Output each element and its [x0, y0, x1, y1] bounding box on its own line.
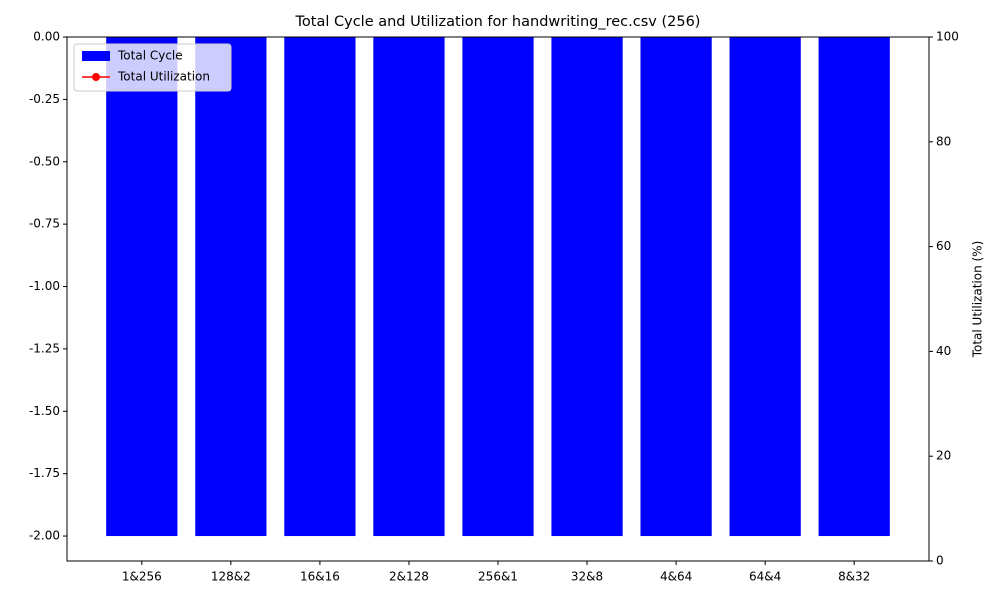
y-tick-label: -1.00 — [29, 279, 60, 293]
legend-swatch — [82, 51, 110, 61]
y-tick-label: -0.50 — [29, 154, 60, 168]
x-tick-label: 256&1 — [478, 570, 518, 584]
x-tick-label: 64&4 — [749, 570, 781, 584]
y-tick-label: 0.00 — [33, 30, 60, 44]
x-tick-label: 1&256 — [122, 570, 162, 584]
bar — [818, 37, 890, 537]
bar — [729, 37, 801, 537]
y2-tick-label: 0 — [936, 554, 944, 568]
bar — [640, 37, 712, 537]
bar — [551, 37, 623, 537]
legend-marker — [92, 73, 100, 81]
bar — [462, 37, 534, 537]
chart-title: Total Cycle and Utilization for handwrit… — [295, 14, 701, 30]
y-tick-label: -1.25 — [29, 341, 60, 355]
y2-tick-label: 40 — [936, 344, 951, 358]
bar — [284, 37, 356, 537]
y2-tick-label: 80 — [936, 134, 951, 148]
bar — [195, 37, 267, 537]
y-tick-label: -1.75 — [29, 466, 60, 480]
bar — [373, 37, 445, 537]
legend-label: Total Utilization — [117, 70, 210, 84]
x-tick-label: 8&32 — [838, 570, 870, 584]
x-tick-label: 4&64 — [660, 570, 692, 584]
legend-label: Total Cycle — [117, 49, 183, 63]
y2-axis-label: Total Utilization (%) — [971, 241, 985, 359]
x-tick-label: 32&8 — [571, 570, 603, 584]
bar — [106, 37, 178, 537]
y2-tick-label: 100 — [936, 30, 959, 44]
x-tick-label: 2&128 — [389, 570, 429, 584]
x-tick-label: 128&2 — [211, 570, 251, 584]
y-tick-label: -0.25 — [29, 92, 60, 106]
y-tick-label: -1.50 — [29, 404, 60, 418]
y2-tick-label: 60 — [936, 239, 951, 253]
x-tick-label: 16&16 — [300, 570, 340, 584]
legend-box — [73, 43, 232, 92]
y-tick-label: -2.00 — [29, 529, 60, 543]
y2-tick-label: 20 — [936, 449, 951, 463]
y-tick-label: -0.75 — [29, 217, 60, 231]
